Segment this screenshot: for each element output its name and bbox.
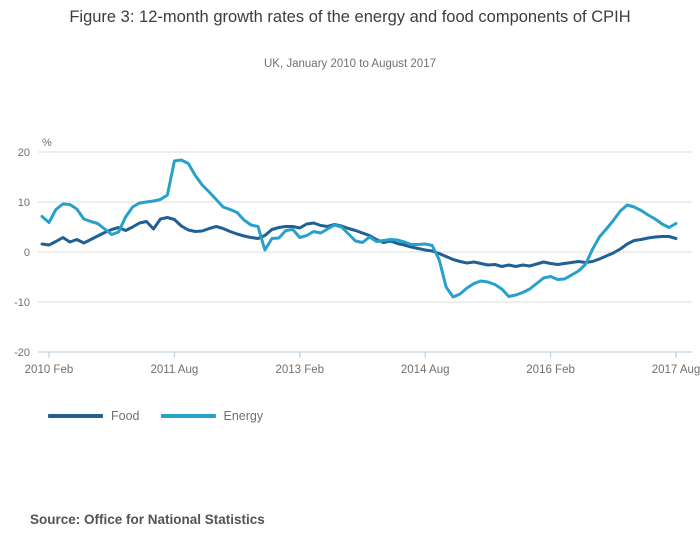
legend: Food Energy — [48, 409, 263, 423]
y-tick-label: 10 — [18, 197, 30, 209]
y-tick-label: 20 — [18, 147, 30, 159]
food-line — [40, 216, 678, 268]
chart-title: Figure 3: 12-month growth rates of the e… — [69, 8, 631, 26]
y-tick-label: -10 — [14, 297, 30, 309]
legend-item-food[interactable]: Food — [48, 409, 140, 423]
source-note: Source: Office for National Statistics — [30, 512, 265, 527]
y-tick-label: 0 — [24, 247, 30, 259]
legend-item-energy[interactable]: Energy — [160, 409, 264, 423]
energy-line-swatch — [160, 414, 216, 418]
chart-area: 20 10 0 -10 -20% 2010 Feb 2011 Aug 2013 Feb 2014… — [0, 95, 700, 405]
x-tick-label: 2017 Aug — [652, 364, 700, 376]
x-tick-label: 2010 Feb — [25, 364, 74, 376]
chart-subtitle: UK, January 2010 to August 2017 — [264, 58, 436, 70]
legend-label-energy: Energy — [223, 409, 264, 423]
x-tick-label: 2016 Feb — [526, 364, 575, 376]
food-line-swatch — [48, 414, 103, 418]
x-tick-label: 2011 Aug — [150, 364, 198, 376]
x-tick-label: 2013 Feb — [275, 364, 324, 376]
chart-canvas: 20 10 0 -10 -20% 2010 Feb 2011 Aug 2013 Feb 2014… — [14, 137, 700, 376]
y-tick-label: -20 — [14, 347, 30, 359]
y-axis-unit-label: % — [42, 137, 52, 149]
legend-label-food: Food — [111, 409, 140, 423]
x-tick-label: 2014 Aug — [401, 364, 450, 376]
energy-line — [40, 158, 678, 299]
